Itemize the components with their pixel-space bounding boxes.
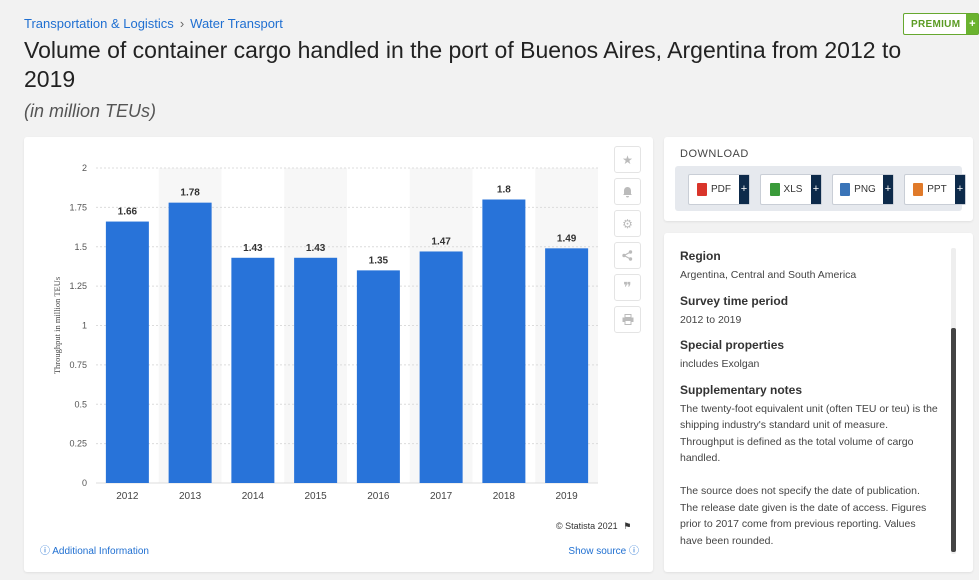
- premium-plus-icon: +: [966, 14, 979, 34]
- download-xls-label: XLS: [783, 184, 803, 195]
- bar: [105, 221, 149, 484]
- download-pdf-label: PDF: [711, 184, 731, 195]
- survey-period-value: 2012 to 2019: [680, 313, 742, 326]
- download-ppt-button[interactable]: PPT +: [904, 174, 966, 205]
- quote-icon[interactable]: ❞: [614, 274, 641, 301]
- additional-information-link[interactable]: ⓘ Additional Information: [40, 546, 149, 557]
- special-properties-title: Special properties: [680, 338, 785, 352]
- download-ppt-label: PPT: [927, 184, 947, 195]
- data-label: 1.43: [243, 243, 263, 254]
- star-icon[interactable]: ★: [614, 146, 641, 173]
- bar: [545, 248, 589, 483]
- download-xls-button[interactable]: XLS +: [760, 174, 822, 205]
- breadcrumb-separator: ›: [179, 16, 185, 31]
- bar-chart: 0 0.25 0.5 0.75 1 1.25 1.5 1.75 2 Throughput in m…: [52, 163, 598, 502]
- y-tick-label: 0: [82, 478, 87, 488]
- print-icon[interactable]: [614, 306, 641, 333]
- data-label: 1.49: [557, 233, 577, 244]
- data-label: 1.66: [118, 207, 138, 218]
- y-axis-label: Throughput in million TEUs: [52, 277, 62, 374]
- download-ppt-plus: +: [955, 175, 965, 204]
- region-title: Region: [680, 249, 721, 263]
- bar: [294, 257, 338, 483]
- breadcrumb-category-link[interactable]: Transportation & Logistics: [24, 16, 174, 31]
- x-tick-label: 2014: [242, 491, 265, 502]
- download-xls-plus: +: [811, 175, 821, 204]
- download-title: DOWNLOAD: [680, 148, 749, 160]
- survey-period-title: Survey time period: [680, 293, 789, 308]
- chart-card: 0 0.25 0.5 0.75 1 1.25 1.5 1.75 2 Throughput in m…: [24, 137, 653, 572]
- xls-file-icon: [769, 183, 780, 196]
- y-tick-label: 1.5: [74, 242, 87, 252]
- download-pdf-plus: +: [739, 175, 749, 204]
- y-tick-label: 0.25: [69, 439, 87, 449]
- download-png-plus: +: [883, 175, 893, 204]
- bar: [419, 251, 463, 483]
- download-pdf-button[interactable]: PDF +: [688, 174, 750, 205]
- x-tick-label: 2012: [116, 491, 139, 502]
- region-value: Argentina, Central and South America: [680, 269, 857, 281]
- ppt-file-icon: [913, 183, 924, 196]
- show-source-link[interactable]: Show source ⓘ: [568, 546, 639, 557]
- chart-toolbar: ★ ⚙ ❞: [614, 146, 641, 333]
- x-tick-label: 2013: [179, 491, 202, 502]
- breadcrumb-subcategory-link[interactable]: Water Transport: [190, 16, 283, 31]
- info-scrollbar-thumb[interactable]: [951, 328, 956, 552]
- x-tick-label: 2017: [430, 491, 453, 502]
- bar: [356, 270, 400, 483]
- gear-icon[interactable]: ⚙: [614, 210, 641, 237]
- download-png-label: PNG: [854, 184, 876, 195]
- page-subtitle: (in million TEUs): [24, 101, 157, 121]
- copyright-notice: © Statista 2021 ⚑: [556, 521, 631, 532]
- download-buttons: PDF + XLS + PNG + PPT +: [675, 166, 966, 211]
- data-label: 1.78: [180, 188, 200, 199]
- bar: [168, 202, 212, 483]
- pdf-file-icon: [697, 183, 707, 196]
- data-label: 1.47: [431, 236, 451, 247]
- page-title: Volume of container cargo handled in the…: [24, 37, 902, 92]
- y-tick-label: 1.75: [69, 202, 87, 212]
- breadcrumb: Transportation & Logistics › Water Trans…: [24, 16, 283, 31]
- special-properties-value: includes Exolgan: [680, 358, 760, 370]
- bell-icon[interactable]: [614, 178, 641, 205]
- premium-badge[interactable]: PREMIUM +: [903, 13, 979, 35]
- download-png-button[interactable]: PNG +: [832, 174, 894, 205]
- info-panel: Region Argentina, Central and South Amer…: [664, 233, 973, 572]
- share-icon[interactable]: [614, 242, 641, 269]
- data-label: 1.43: [306, 243, 326, 254]
- copyright-text: © Statista 2021: [556, 521, 618, 531]
- x-tick-label: 2018: [493, 491, 516, 502]
- flag-icon: ⚑: [623, 521, 632, 531]
- info-content: Region Argentina, Central and South Amer…: [680, 249, 940, 559]
- download-panel: DOWNLOAD PDF + XLS + PNG + PPT +: [664, 137, 973, 221]
- x-tick-label: 2015: [305, 491, 328, 502]
- y-tick-label: 1: [82, 321, 87, 331]
- y-tick-label: 0.75: [69, 360, 87, 370]
- png-file-icon: [840, 183, 851, 196]
- bar: [482, 199, 526, 483]
- supplementary-notes-title: Supplementary notes: [680, 382, 803, 397]
- data-label: 1.8: [497, 185, 511, 196]
- supplementary-notes-value: The twenty-foot equivalent unit (often T…: [680, 402, 938, 547]
- y-tick-label: 0.5: [74, 399, 87, 409]
- premium-label: PREMIUM: [911, 19, 961, 30]
- y-tick-label: 2: [82, 163, 87, 173]
- x-tick-label: 2019: [556, 491, 579, 502]
- x-tick-label: 2016: [367, 491, 390, 502]
- y-tick-label: 1.25: [69, 281, 87, 291]
- data-label: 1.35: [369, 255, 389, 266]
- bar: [231, 257, 275, 483]
